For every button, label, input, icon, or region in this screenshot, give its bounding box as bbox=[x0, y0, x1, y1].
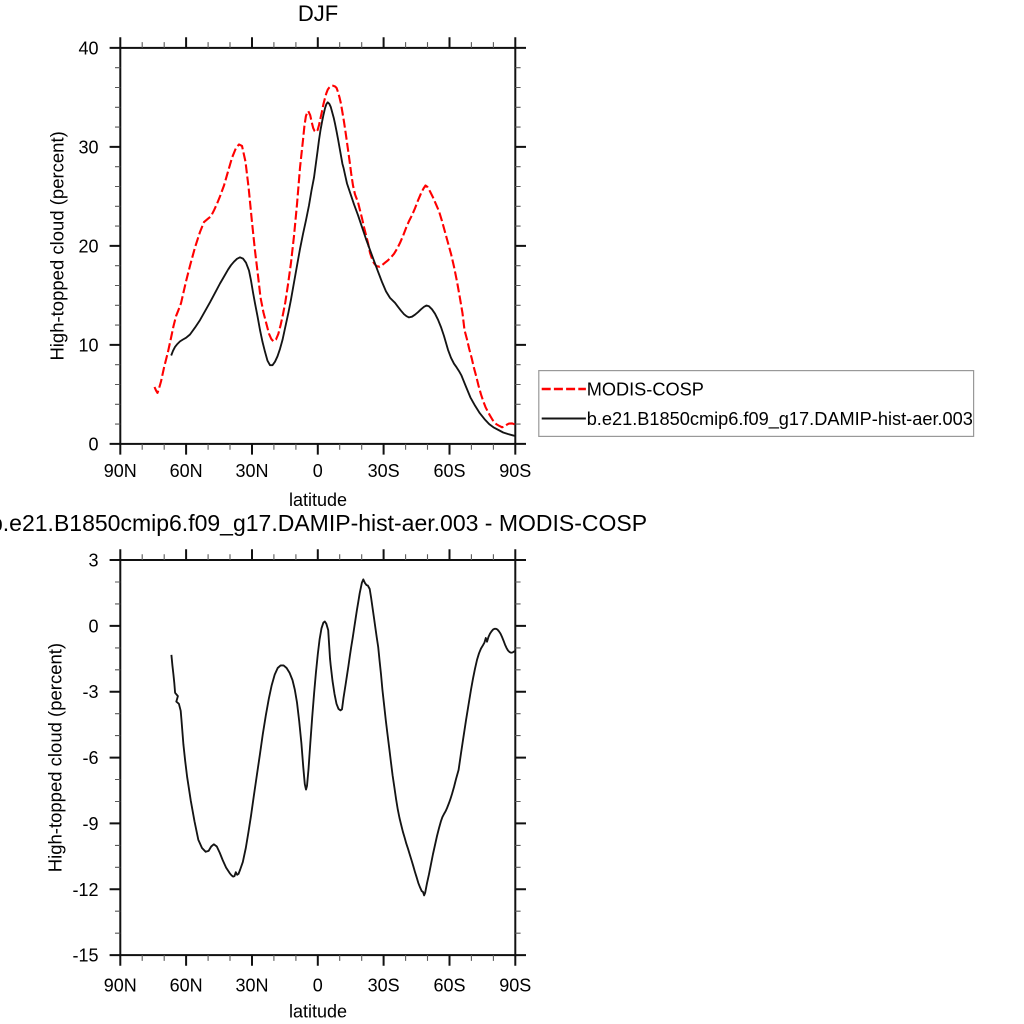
svg-text:0: 0 bbox=[88, 434, 98, 454]
svg-text:90S: 90S bbox=[499, 461, 531, 481]
svg-text:b.e21.B1850cmip6.f09_g17.DAMIP: b.e21.B1850cmip6.f09_g17.DAMIP-hist-aer.… bbox=[587, 409, 973, 430]
svg-text:0: 0 bbox=[88, 616, 98, 636]
svg-text:40: 40 bbox=[78, 38, 98, 58]
svg-text:-3: -3 bbox=[82, 682, 98, 702]
svg-text:30S: 30S bbox=[368, 461, 400, 481]
svg-text:60N: 60N bbox=[170, 976, 203, 996]
svg-text:3: 3 bbox=[88, 551, 98, 571]
svg-text:30S: 30S bbox=[368, 976, 400, 996]
svg-text:0: 0 bbox=[313, 461, 323, 481]
svg-text:MODIS-COSP: MODIS-COSP bbox=[587, 380, 704, 400]
svg-text:90N: 90N bbox=[104, 461, 137, 481]
svg-text:DJF: DJF bbox=[298, 1, 338, 26]
svg-text:latitude: latitude bbox=[289, 1002, 347, 1022]
svg-text:-15: -15 bbox=[72, 946, 98, 966]
svg-text:-12: -12 bbox=[72, 880, 98, 900]
svg-text:High-topped cloud (percent): High-topped cloud (percent) bbox=[45, 643, 66, 872]
svg-text:30: 30 bbox=[78, 137, 98, 157]
svg-text:90S: 90S bbox=[499, 976, 531, 996]
svg-text:60S: 60S bbox=[433, 461, 465, 481]
svg-text:30N: 30N bbox=[235, 461, 268, 481]
svg-text:High-topped cloud (percent): High-topped cloud (percent) bbox=[47, 131, 68, 360]
svg-text:60N: 60N bbox=[170, 461, 203, 481]
svg-text:20: 20 bbox=[78, 236, 98, 256]
svg-text:10: 10 bbox=[78, 335, 98, 355]
svg-text:b.e21.B1850cmip6.f09_g17.DAMIP: b.e21.B1850cmip6.f09_g17.DAMIP-hist-aer.… bbox=[0, 510, 647, 536]
svg-text:30N: 30N bbox=[235, 976, 268, 996]
svg-text:0: 0 bbox=[313, 976, 323, 996]
svg-text:60S: 60S bbox=[433, 976, 465, 996]
svg-text:90N: 90N bbox=[104, 976, 137, 996]
svg-text:-6: -6 bbox=[82, 748, 98, 768]
svg-text:latitude: latitude bbox=[289, 490, 347, 510]
svg-text:-9: -9 bbox=[82, 814, 98, 834]
